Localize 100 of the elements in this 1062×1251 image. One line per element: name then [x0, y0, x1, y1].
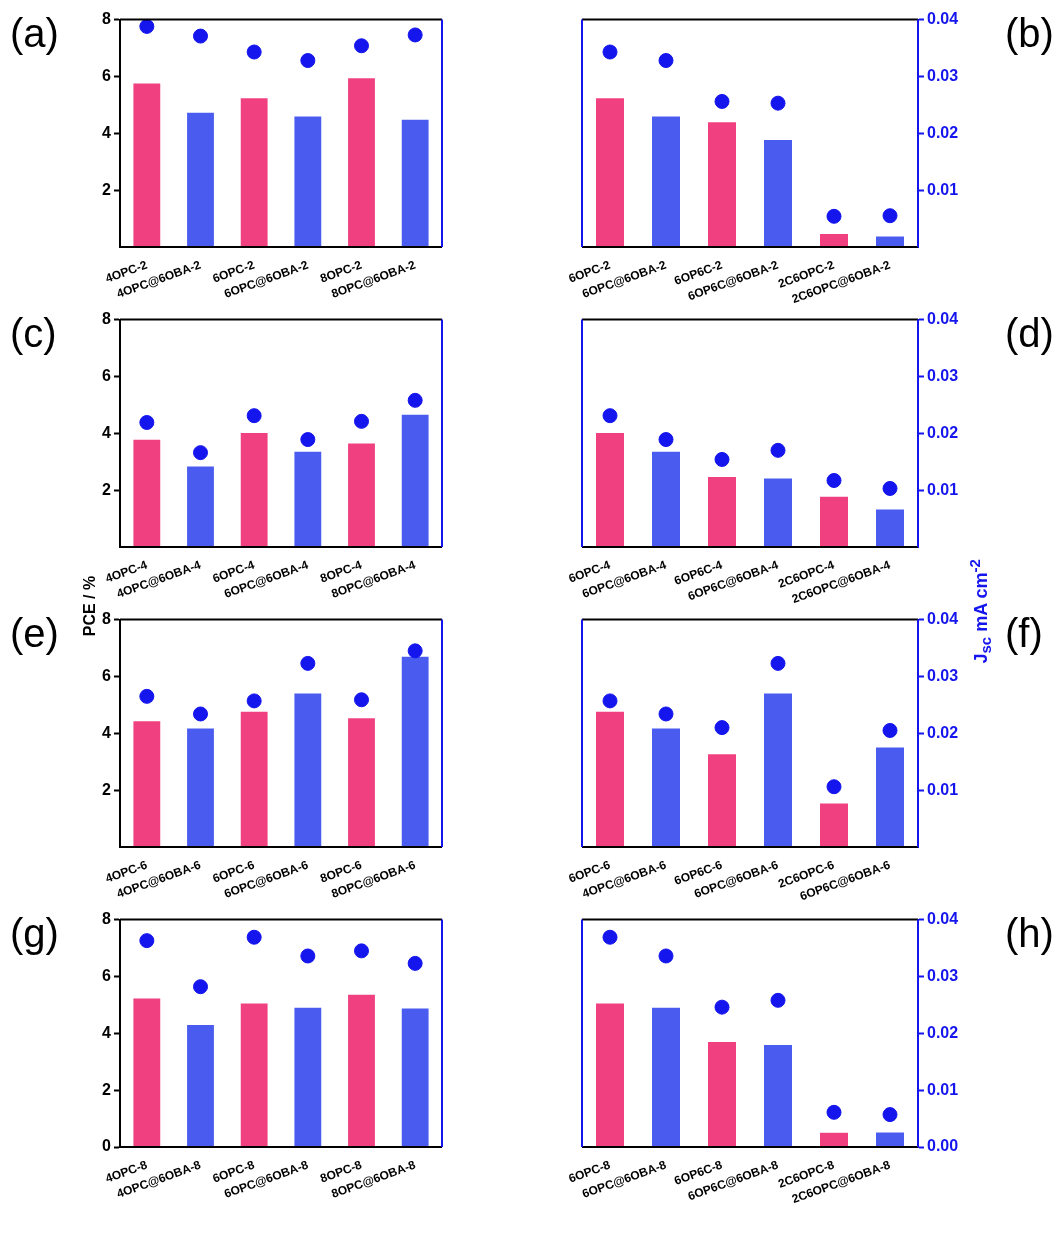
bar	[820, 803, 848, 847]
point	[770, 95, 786, 111]
y-tick-label: 6	[102, 966, 112, 984]
y-tick-label: 4	[102, 723, 112, 741]
point	[300, 655, 316, 671]
bar	[187, 466, 214, 547]
y2-tick-label: 0.04	[927, 10, 959, 28]
bar	[764, 693, 792, 847]
bar	[652, 1007, 680, 1147]
point	[602, 693, 618, 709]
point	[714, 451, 730, 467]
y2-tick-label: 0.02	[927, 123, 959, 141]
bar	[401, 414, 429, 547]
bar	[133, 83, 161, 247]
point	[407, 955, 423, 971]
bar	[596, 433, 624, 547]
y2-tick-label: 0.04	[927, 610, 959, 628]
bar	[348, 78, 375, 247]
bar	[348, 443, 375, 547]
y2-tick-label: 0.04	[927, 910, 959, 928]
text: (h)	[1005, 911, 1054, 955]
bar	[596, 711, 624, 847]
bar	[876, 1132, 904, 1147]
point	[246, 929, 262, 945]
bar	[401, 119, 429, 247]
point	[826, 208, 842, 224]
point	[658, 53, 674, 69]
text: (d)	[1005, 311, 1054, 355]
point	[714, 999, 730, 1015]
bar	[187, 728, 214, 847]
bar	[652, 728, 680, 847]
point	[826, 1104, 842, 1120]
bar	[764, 140, 792, 247]
text: (c)	[10, 311, 57, 355]
y-tick-label: 0	[102, 1137, 112, 1155]
bar	[708, 754, 736, 847]
bar	[764, 478, 792, 547]
bar	[876, 236, 904, 247]
point	[770, 655, 786, 671]
point	[826, 472, 842, 488]
bar	[652, 116, 680, 247]
point	[882, 1107, 898, 1123]
y-axis-title: PCE / %	[81, 575, 99, 637]
point	[139, 415, 155, 430]
point	[193, 445, 208, 461]
point	[602, 929, 618, 945]
text: (b)	[1005, 11, 1054, 55]
y-tick-label: 6	[102, 666, 112, 684]
y2-tick-label: 0.01	[927, 480, 959, 498]
bar	[820, 233, 848, 247]
y-tick-label: 8	[102, 10, 112, 28]
y2-tick-label: 0.01	[927, 1080, 959, 1098]
point	[658, 948, 674, 964]
point	[602, 408, 618, 424]
y2-tick-label: 0.03	[927, 66, 959, 84]
point	[602, 44, 618, 60]
y2-tick-label: 0.01	[927, 780, 959, 798]
y2-tick-label: 0.02	[927, 1023, 959, 1041]
y-tick-label: 8	[102, 310, 112, 328]
y2-tick-label: 0.03	[927, 966, 959, 984]
point	[714, 720, 730, 736]
text: (g)	[10, 911, 59, 955]
point	[246, 408, 262, 424]
point	[193, 28, 208, 44]
text: (a)	[10, 11, 59, 55]
point	[407, 643, 423, 659]
point	[139, 19, 155, 34]
point	[139, 688, 155, 704]
y-tick-label: 2	[102, 780, 112, 798]
bar	[240, 433, 268, 547]
point	[407, 392, 423, 408]
point	[300, 53, 316, 69]
y2-tick-label: 0.03	[927, 666, 959, 684]
y2-tick-label: 0.02	[927, 423, 959, 441]
point	[193, 706, 208, 722]
point	[407, 27, 423, 43]
bar	[820, 1132, 848, 1147]
bar	[652, 451, 680, 547]
point	[882, 480, 898, 496]
y2-tick-label: 0.00	[927, 1137, 959, 1155]
bar	[401, 656, 429, 847]
y-tick-label: 2	[102, 180, 112, 198]
point	[770, 442, 786, 458]
point	[882, 722, 898, 738]
bar	[240, 711, 268, 847]
point	[882, 208, 898, 224]
point	[354, 692, 369, 708]
bar	[876, 509, 904, 547]
point	[354, 943, 369, 959]
point	[300, 948, 316, 964]
bar	[708, 477, 736, 547]
point	[246, 693, 262, 709]
y-tick-label: 4	[102, 1023, 112, 1041]
bar	[294, 451, 322, 547]
y2-tick-label: 0.01	[927, 180, 959, 198]
y-tick-label: 2	[102, 480, 112, 498]
point	[139, 933, 155, 949]
point	[246, 44, 262, 60]
point	[658, 706, 674, 722]
bar	[596, 1003, 624, 1147]
